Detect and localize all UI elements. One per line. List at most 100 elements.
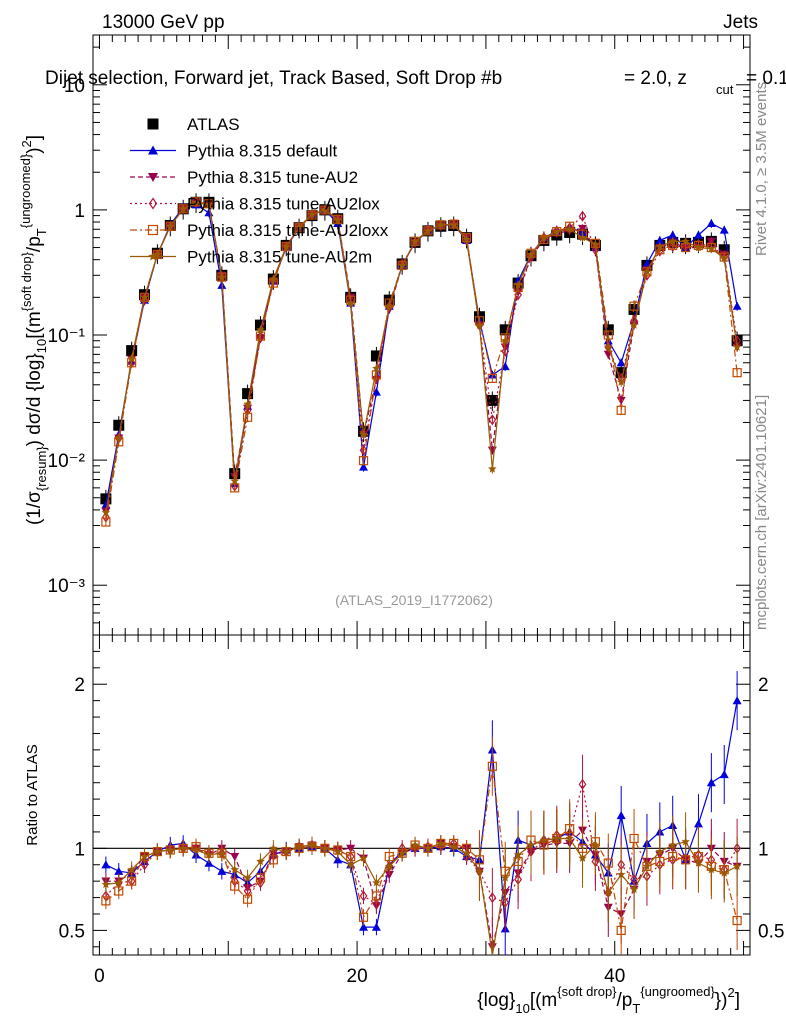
- data-point: [693, 230, 703, 239]
- ratio-point: [487, 761, 497, 771]
- ratio-point: [706, 778, 716, 787]
- analysis-id-label: (ATLAS_2019_I1772062): [335, 592, 493, 608]
- data-point: [217, 272, 227, 281]
- data-point: [371, 387, 381, 396]
- data-point: [359, 462, 369, 471]
- ratio-point: [140, 852, 149, 861]
- legend-marker: [148, 197, 158, 210]
- data-point: [526, 250, 536, 259]
- data-point: [242, 412, 253, 422]
- legend-label: Pythia 8.315 tune-AU2lox: [187, 195, 380, 214]
- rivet-version-label: Rivet 4.1.0, ≥ 3.5M events: [753, 82, 770, 256]
- legend-marker: [148, 251, 158, 261]
- data-point: [423, 226, 433, 235]
- ratio-point: [346, 860, 355, 869]
- legend-label: Pythia 8.315 tune-AU2: [187, 168, 358, 187]
- ratio-line: [105, 700, 738, 929]
- data-point: [487, 373, 497, 383]
- data-point: [101, 517, 111, 527]
- y-tick-label: 10⁻³: [48, 576, 86, 597]
- ratio-point: [127, 865, 136, 874]
- legend-marker: [147, 224, 159, 236]
- data-point: [565, 224, 574, 233]
- ratio-point: [191, 845, 201, 854]
- data-point: [604, 342, 613, 351]
- data-point: [681, 236, 690, 245]
- data-point: [718, 244, 730, 256]
- legend-marker: [148, 145, 158, 155]
- data-point: [436, 220, 446, 229]
- data-point: [591, 239, 600, 248]
- data-point: [527, 251, 535, 263]
- svg-text:{log}10[(m{soft drop}/pT{ungro: {log}10[(m{soft drop}/pT{ungroomed}})2]: [477, 984, 740, 1016]
- data-point: [513, 280, 523, 289]
- x-tick-label: 40: [604, 966, 625, 987]
- series-line: [105, 202, 738, 513]
- data-point: [307, 209, 317, 219]
- x-tick-label: 0: [94, 966, 105, 987]
- svg-text:(1/σ{resum}) dσ/d {log}10[(m{s: (1/σ{resum}) dσ/d {log}10[(m{soft drop}/…: [18, 135, 49, 525]
- data-point: [552, 227, 561, 236]
- data-point: [668, 236, 677, 245]
- data-point: [242, 388, 254, 400]
- data-point: [488, 414, 497, 426]
- data-point: [127, 353, 136, 362]
- ratio-point: [230, 865, 239, 874]
- data-point: [591, 244, 600, 256]
- plot-title-sub: cut: [716, 82, 734, 97]
- ratio-point: [243, 873, 252, 882]
- ratio-y-tick-label-right: 2: [758, 675, 769, 696]
- data-point: [256, 325, 265, 334]
- y-tick-label: 10⁻¹: [48, 326, 86, 347]
- ratio-point: [372, 898, 381, 910]
- legend-marker: [147, 118, 159, 130]
- data-point: [100, 493, 112, 505]
- ratio-point: [217, 848, 227, 857]
- data-point: [629, 320, 639, 329]
- data-point: [243, 399, 252, 408]
- ratio-point: [616, 870, 626, 879]
- ratio-point: [217, 866, 227, 875]
- data-point: [616, 405, 626, 415]
- legend-label: ATLAS: [187, 115, 240, 134]
- main-y-axis-label: (1/σ{resum}) dσ/d {log}10[(m{soft drop}/…: [18, 135, 49, 525]
- ratio-point: [629, 884, 639, 893]
- ratio-point: [732, 696, 742, 705]
- data-point: [140, 292, 149, 301]
- data-point: [732, 368, 742, 378]
- data-point: [475, 320, 484, 329]
- legend-label: Pythia 8.315 default: [187, 142, 338, 161]
- ratio-point: [616, 925, 626, 935]
- ratio-point: [578, 853, 587, 862]
- data-point: [501, 345, 510, 357]
- ratio-point: [256, 857, 265, 866]
- ratio-point: [255, 873, 266, 883]
- ratio-axes: 0.5 0.51 12 20 20 40: [59, 635, 784, 987]
- legend-label: Pythia 8.315 tune-AU2loxx: [187, 221, 389, 240]
- ratio-line: [105, 829, 738, 947]
- data-point: [642, 267, 652, 276]
- data-point: [166, 221, 175, 230]
- ratio-point: [462, 848, 471, 857]
- ratio-point: [307, 840, 317, 849]
- data-point: [694, 243, 703, 252]
- ratio-point: [694, 858, 703, 867]
- ratio-series: [101, 671, 742, 956]
- data-point: [499, 324, 511, 336]
- data-point: [204, 200, 214, 209]
- data-point: [282, 242, 291, 251]
- data-point: [578, 224, 588, 234]
- x-tick-label: 20: [347, 966, 368, 987]
- ratio-y-tick-label-right: 1: [758, 839, 769, 860]
- data-point: [230, 476, 239, 485]
- ratio-point: [384, 870, 394, 880]
- x-axis-label: {log}10[(m{soft drop}/pT{ungroomed}})2]: [477, 984, 740, 1016]
- data-point: [114, 433, 123, 442]
- ratio-point: [629, 833, 639, 844]
- ratio-point: [681, 837, 690, 846]
- ratio-point: [230, 852, 240, 862]
- legend: ATLAS Pythia 8.315 default Pythia 8.315 tu…: [130, 115, 389, 267]
- ratio-point: [475, 866, 484, 875]
